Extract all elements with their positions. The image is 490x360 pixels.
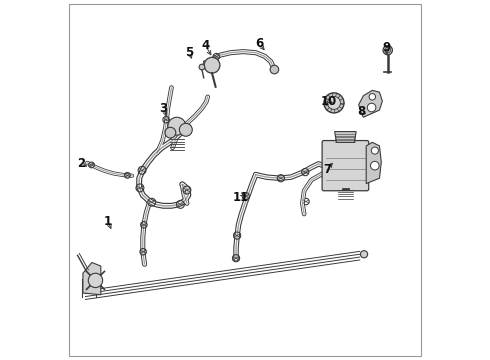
Text: 7: 7 xyxy=(323,163,332,176)
Text: 10: 10 xyxy=(321,95,338,108)
Text: 2: 2 xyxy=(77,157,85,170)
Circle shape xyxy=(179,123,192,136)
Circle shape xyxy=(199,64,205,70)
Circle shape xyxy=(369,94,375,100)
Circle shape xyxy=(204,57,220,73)
Circle shape xyxy=(168,117,186,135)
Polygon shape xyxy=(83,262,101,295)
Polygon shape xyxy=(204,60,219,72)
Text: 11: 11 xyxy=(233,192,249,204)
Polygon shape xyxy=(359,90,382,117)
Polygon shape xyxy=(366,142,381,184)
Circle shape xyxy=(324,93,344,113)
FancyBboxPatch shape xyxy=(322,140,368,191)
Circle shape xyxy=(383,45,392,55)
Circle shape xyxy=(270,65,279,74)
Circle shape xyxy=(165,127,176,138)
Circle shape xyxy=(368,103,376,112)
Circle shape xyxy=(385,47,391,53)
Circle shape xyxy=(361,251,368,258)
Circle shape xyxy=(371,147,378,154)
Text: 5: 5 xyxy=(185,46,194,59)
Text: 6: 6 xyxy=(255,37,264,50)
Polygon shape xyxy=(335,132,356,142)
Text: 1: 1 xyxy=(104,215,112,228)
Text: 8: 8 xyxy=(357,105,366,118)
Circle shape xyxy=(327,96,341,109)
Circle shape xyxy=(370,161,379,170)
Text: 9: 9 xyxy=(383,41,391,54)
Text: 4: 4 xyxy=(201,39,210,52)
Text: 3: 3 xyxy=(159,102,167,115)
Circle shape xyxy=(88,273,102,288)
